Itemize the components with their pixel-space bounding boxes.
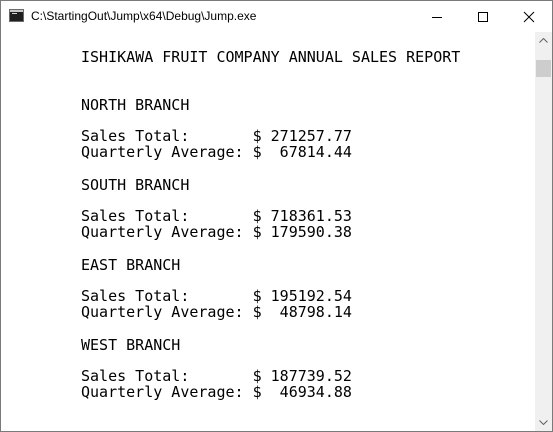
branch-heading-east: EAST BRANCH [81, 256, 181, 274]
window-title: C:\StartingOut\Jump\x64\Debug\Jump.exe [31, 9, 257, 23]
branch-heading-north: NORTH BRANCH [81, 96, 190, 114]
scroll-up-button[interactable] [535, 32, 552, 49]
sales-total-line: Sales Total: $ 187739.52 [81, 367, 352, 385]
console-app-icon[interactable] [9, 9, 24, 22]
title-bar[interactable]: C:\StartingOut\Jump\x64\Debug\Jump.exe [1, 1, 552, 32]
scroll-down-button[interactable] [535, 414, 552, 431]
quarterly-average-line: Quarterly Average: $ 179590.38 [81, 223, 352, 241]
sales-total-line: Sales Total: $ 195192.54 [81, 287, 352, 305]
console-output-area[interactable]: ISHIKAWA FRUIT COMPANY ANNUAL SALES REPO… [1, 32, 535, 431]
report-heading: ISHIKAWA FRUIT COMPANY ANNUAL SALES REPO… [81, 48, 461, 66]
maximize-icon [478, 12, 488, 22]
vertical-scrollbar[interactable] [535, 32, 552, 431]
sales-total-line: Sales Total: $ 718361.53 [81, 207, 352, 225]
close-icon [523, 11, 535, 23]
branch-heading-south: SOUTH BRANCH [81, 176, 190, 194]
minimize-icon [432, 17, 442, 18]
close-button[interactable] [506, 1, 552, 32]
quarterly-average-line: Quarterly Average: $ 48798.14 [81, 303, 352, 321]
quarterly-average-line: Quarterly Average: $ 67814.44 [81, 143, 352, 161]
maximize-button[interactable] [460, 1, 506, 32]
scroll-down-arrow-icon [539, 420, 548, 425]
branch-heading-west: WEST BRANCH [81, 336, 181, 354]
minimize-button[interactable] [414, 1, 460, 32]
quarterly-average-line: Quarterly Average: $ 46934.88 [81, 383, 352, 401]
scroll-up-arrow-icon [539, 38, 548, 43]
sales-total-line: Sales Total: $ 271257.77 [81, 127, 352, 145]
scroll-thumb[interactable] [536, 60, 551, 77]
